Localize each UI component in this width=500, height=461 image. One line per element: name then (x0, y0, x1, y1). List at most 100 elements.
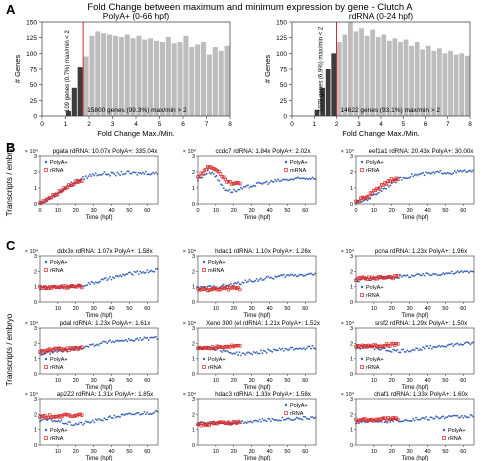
ts-hdac1-polya-point (271, 277, 274, 280)
ts-chaf-polya-point (449, 415, 452, 418)
hist-rrna-xtick-label-3: 3 (357, 121, 361, 128)
ts-ap2-polya-point (139, 413, 142, 416)
hist-polya-bar-19 (177, 42, 183, 117)
ts-ccdc7-polya-point (248, 186, 251, 189)
ts-xeno-polya-point (232, 352, 235, 355)
ts-pdal-polya-point (86, 345, 89, 348)
ts-ddx3x-polya-point (114, 275, 117, 278)
ts-pdal-polya-point (137, 338, 140, 341)
ts-ap2-xtick-label-0: 10 (55, 449, 61, 455)
ts-ap2-polya-point (79, 421, 81, 424)
panel-letter-a: A (6, 2, 16, 17)
ts-ccdc7-polya-point (252, 184, 255, 187)
hist-rrna-bar-15 (398, 42, 403, 117)
ts-pcna-legend-marker-rrna (360, 293, 364, 297)
ts-hdac1-polya-point (300, 273, 302, 276)
ts-ap2-polya-point (142, 412, 144, 415)
ts-eefa1-ytick-label-0: 0 (350, 202, 353, 208)
ts-eefa1-polya-point (405, 177, 407, 180)
ts-xeno-polya-point (251, 353, 254, 356)
ts-srsf2-polya-point (445, 345, 448, 348)
ts-hdac1-polya-point (268, 277, 271, 279)
ts-pdal-ytick-label-3: 3 (34, 326, 37, 332)
hist-polya-bar-0 (65, 110, 71, 116)
ts-pdal-polya-point (100, 342, 103, 344)
ts-pgata-ytick-label-0: 0 (34, 202, 37, 208)
ts-srsf2-polya-point (400, 348, 403, 351)
ts-eefa1-polya-point (399, 176, 402, 179)
ts-srsf2-polya-point (438, 344, 440, 347)
ts-ddx3x-polya-point (86, 284, 89, 286)
ts-ap2-polya-point (126, 413, 129, 415)
ts-srsf2-polya-point (440, 344, 443, 347)
ts-ddx3x-polya-point (119, 274, 121, 277)
hist-rrna-bar-8 (359, 28, 364, 117)
ts-hdac1-polya-point (242, 282, 245, 284)
shared-ylabel-c: Transcripts / embryo (5, 313, 14, 386)
ts-hdac1-polya-point (234, 281, 237, 284)
ts-xeno-chart: Xeno 300 (el rdRNA: 1.21x PolyA+: 1.52x ×… (183, 320, 321, 391)
ts-eefa1-rrna-point (370, 191, 374, 196)
ts-chaf-polya-point (423, 417, 426, 420)
ts-ap2-polya-point (90, 420, 93, 423)
ts-eefa1-polya-point (373, 193, 376, 196)
ts-pcna-polya-point (416, 272, 419, 275)
ts-hdac1-polya-point (237, 281, 239, 284)
ts-eefa1-polya-point (426, 172, 429, 174)
ts-eefa1-polya-point (439, 169, 442, 172)
ts-srsf2-polya-point (459, 343, 462, 346)
ts-hdac1-polya-point (240, 283, 242, 286)
ts-chaf-polya-point (399, 420, 402, 423)
ts-xeno-polya-point (247, 351, 249, 354)
hist-rrna-ylabel: # Genes (263, 55, 272, 84)
ts-hdac1-polya-point (229, 283, 232, 285)
ts-pcna-polya-point (458, 271, 460, 274)
ts-ccdc7-polya-point (278, 180, 281, 182)
ts-eefa1-ymult: × 10⁴ (341, 148, 355, 155)
ts-pdal-polya-point (49, 353, 51, 355)
ts-hdac1-polya-point (287, 273, 290, 276)
ts-hdac3-polya-point (287, 417, 290, 420)
ts-pdal-rrna-point (80, 345, 84, 349)
ts-pdal-ytick-label-2: 2 (34, 341, 37, 347)
ts-hdac3-frame (197, 398, 317, 446)
hist-rrna-title: rdRNA (0-24 hpf) (349, 11, 413, 21)
ts-pgata-polya-point (142, 171, 144, 174)
ts-ap2-polya-point (89, 421, 91, 424)
ts-pgata-polya-point (133, 171, 136, 174)
ts-ccdc7-polya-point (272, 181, 275, 183)
ts-ddx3x-polya-point (97, 281, 100, 284)
ts-pdal-polya-point (106, 342, 109, 345)
ts-ccdc7-rrna-point (197, 174, 202, 179)
ts-pgata-polya-point (83, 178, 86, 180)
ts-pcna-ytick-label-3: 3 (350, 254, 353, 260)
ts-pdal-polya-point (41, 353, 44, 356)
hist-polya-bar-8 (112, 35, 118, 116)
ts-pgata-polya-point (132, 171, 134, 174)
ts-pgata-polya-point (124, 172, 127, 175)
ts-chaf-polya-point (410, 420, 413, 422)
ts-srsf2-polya-point (412, 348, 415, 351)
ts-chaf-xtick-label-3: 40 (424, 449, 430, 455)
ts-pcna-polya-point (456, 270, 459, 273)
ts-ddx3x-polya-point (143, 272, 146, 274)
ts-pgata-polya-point (89, 173, 91, 176)
ts-hdac1-polya-point (267, 275, 269, 278)
ts-ccdc7-chart: ccdc7 rdRNA: 1.84x PolyA+: 2.02x × 10⁴ 0 1 2… (183, 148, 317, 221)
ts-xeno-polya-point (257, 352, 259, 355)
hist-polya-annotation-right: 15800 genes (99.3%) max/min > 2 (87, 107, 187, 114)
ts-srsf2-polya-point (452, 345, 455, 348)
hist-polya-bar-14 (148, 38, 154, 116)
ts-pdal-polya-point (129, 339, 132, 342)
ts-hdac3-polya-point (272, 418, 275, 421)
ts-ddx3x-xtick-label-2: 30 (91, 306, 97, 312)
ts-pdal-polya-point (56, 351, 59, 353)
hist-polya-frame (41, 21, 231, 117)
ts-pgata-polya-point (149, 173, 152, 176)
ts-pcna-xtick-label-4: 50 (442, 306, 448, 312)
ts-chaf-xtick-label-1: 20 (389, 449, 395, 455)
ts-xeno-polya-point (248, 352, 251, 354)
ts-eefa1-polya-point (389, 184, 392, 187)
ts-pgata-polya-point (154, 171, 157, 174)
ts-pgata-polya-point (113, 173, 116, 175)
